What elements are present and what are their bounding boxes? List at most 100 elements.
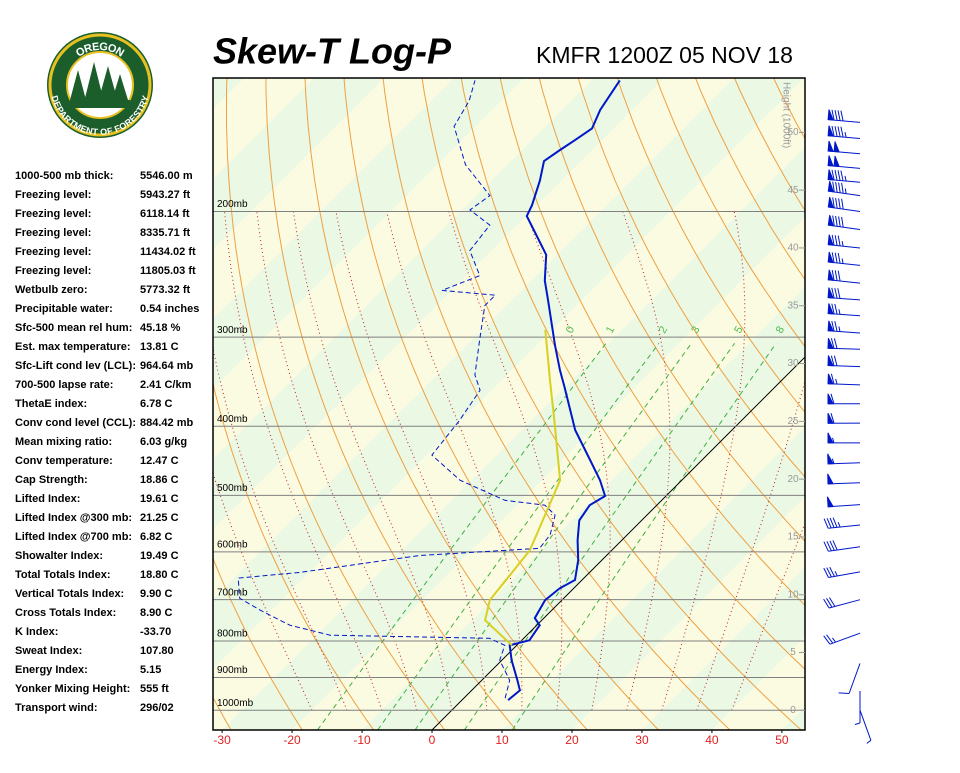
- index-value: 5546.00 m: [140, 170, 193, 182]
- mixing-ratio-line: [414, 343, 692, 730]
- x-tick-label: 40: [705, 733, 719, 747]
- height-tick-label: 5: [790, 647, 796, 658]
- dry-adiabat: [538, 78, 805, 543]
- height-tick-label: 35: [787, 300, 799, 311]
- moist-adiabat: [335, 211, 488, 711]
- dry-adiabat: [577, 78, 805, 478]
- index-value: 5773.32 ft: [140, 284, 190, 296]
- moist-adiabat: [448, 211, 563, 711]
- index-label: Yonker Mixing Height:: [15, 683, 130, 695]
- index-value: 555 ft: [140, 683, 169, 695]
- mixing-ratio-label: 2: [657, 324, 670, 335]
- isotherm-band: [852, 78, 960, 730]
- dry-adiabat: [421, 78, 802, 730]
- x-tick-label: 0: [429, 733, 436, 747]
- moist-adiabat: [213, 471, 313, 711]
- index-value: 13.81 C: [140, 341, 179, 353]
- wind-barb: [854, 691, 861, 725]
- profile-line: [237, 80, 556, 699]
- x-tick-label: 10: [495, 733, 509, 747]
- logo-top-text: OREGON: [74, 41, 126, 60]
- dry-adiabat: [840, 56, 960, 730]
- index-label: Cap Strength:: [15, 474, 88, 486]
- logo-trees: [70, 62, 128, 102]
- dry-adiabat: [304, 78, 588, 730]
- x-tick-label: 20: [565, 733, 579, 747]
- index-label: Lifted Index:: [15, 493, 80, 505]
- wind-barb: [828, 287, 861, 301]
- mixing-ratio-label: 1: [604, 324, 617, 335]
- index-value: 2.41 C/km: [140, 379, 192, 391]
- index-label: Mean mixing ratio:: [15, 436, 112, 448]
- dry-adiabat: [801, 56, 960, 730]
- height-tick-label: 10: [787, 589, 799, 600]
- index-value: 6.78 C: [140, 398, 172, 410]
- height-tick-label: 40: [787, 243, 799, 254]
- wind-flag: [827, 412, 834, 424]
- wind-flag: [827, 196, 835, 209]
- index-value: 9.90 C: [140, 588, 172, 600]
- y-tick-label: 800mb: [217, 629, 248, 640]
- wind-barb: [828, 197, 861, 212]
- wind-flag: [827, 337, 834, 349]
- dry-adiabat: [213, 381, 375, 730]
- isotherm-band: [213, 78, 805, 730]
- wind-flag: [827, 215, 835, 227]
- wind-barb: [838, 663, 861, 694]
- index-label: Total Totals Index:: [15, 569, 111, 581]
- x-tick-label: -10: [353, 733, 371, 747]
- height-tick-label: 15: [787, 532, 799, 543]
- y-tick-label: 900mb: [217, 665, 248, 676]
- index-label: Showalter Index:: [15, 550, 103, 562]
- x-tick-label: 30: [635, 733, 649, 747]
- axes: 0 1 2 3 5 81000mb900mb800mb700mb600mb500mb400…: [213, 82, 805, 747]
- logo-ring-gold: [48, 33, 152, 137]
- wind-barb: [828, 303, 861, 317]
- y-tick-label: 600mb: [217, 540, 248, 551]
- isotherm-band: [502, 427, 805, 730]
- x-tick-label: -30: [213, 733, 231, 747]
- wind-flag: [827, 432, 834, 444]
- wind-flag: [827, 181, 835, 193]
- index-label: Sfc-Lift cond lev (LCL):: [15, 360, 136, 372]
- wind-flag: [827, 140, 840, 153]
- index-value: 18.80 C: [140, 569, 179, 581]
- index-label: Wetbulb zero:: [15, 284, 88, 296]
- height-tick-label: 30: [787, 358, 799, 369]
- index-label: Cross Totals Index:: [15, 607, 116, 619]
- index-label: Precipitable water:: [15, 303, 113, 315]
- height-tick-label: 45: [787, 185, 799, 196]
- index-value: 6.82 C: [140, 531, 172, 543]
- index-label: 700-500 lapse rate:: [15, 379, 113, 391]
- mixing-ratio-line: [511, 343, 777, 730]
- moist-adiabat: [386, 211, 523, 711]
- wind-flag: [827, 234, 834, 246]
- height-tick-label: 20: [787, 474, 799, 485]
- logo-top-path: OREGON: [74, 41, 126, 60]
- index-value: 8335.71 ft: [140, 227, 190, 239]
- wind-flag: [827, 109, 834, 121]
- index-label: Lifted Index @700 mb:: [15, 531, 132, 543]
- wind-barb: [823, 597, 861, 609]
- y-tick-label: 400mb: [217, 414, 248, 425]
- y-tick-label: 500mb: [217, 483, 248, 494]
- index-label: Transport wind:: [15, 702, 98, 714]
- index-value: 8.90 C: [140, 607, 172, 619]
- index-label: Lifted Index @300 mb:: [15, 512, 132, 524]
- logo-ground: [70, 100, 130, 108]
- wind-barb: [823, 517, 861, 529]
- wind-flag: [827, 453, 834, 465]
- mixing-ratio-label: 3: [689, 324, 702, 335]
- wind-barb: [823, 540, 861, 552]
- dry-adiabat: [616, 78, 805, 414]
- wind-barb: [828, 109, 861, 123]
- zero-isotherm: [431, 356, 805, 730]
- chart-title: Skew-T Log-P: [213, 31, 452, 72]
- dry-adiabat: [213, 557, 303, 730]
- moist-adiabat: [622, 211, 671, 711]
- index-value: 19.49 C: [140, 550, 179, 562]
- profile-line: [507, 79, 621, 701]
- x-tick-label: -20: [283, 733, 301, 747]
- height-tick-label: 50: [787, 127, 799, 138]
